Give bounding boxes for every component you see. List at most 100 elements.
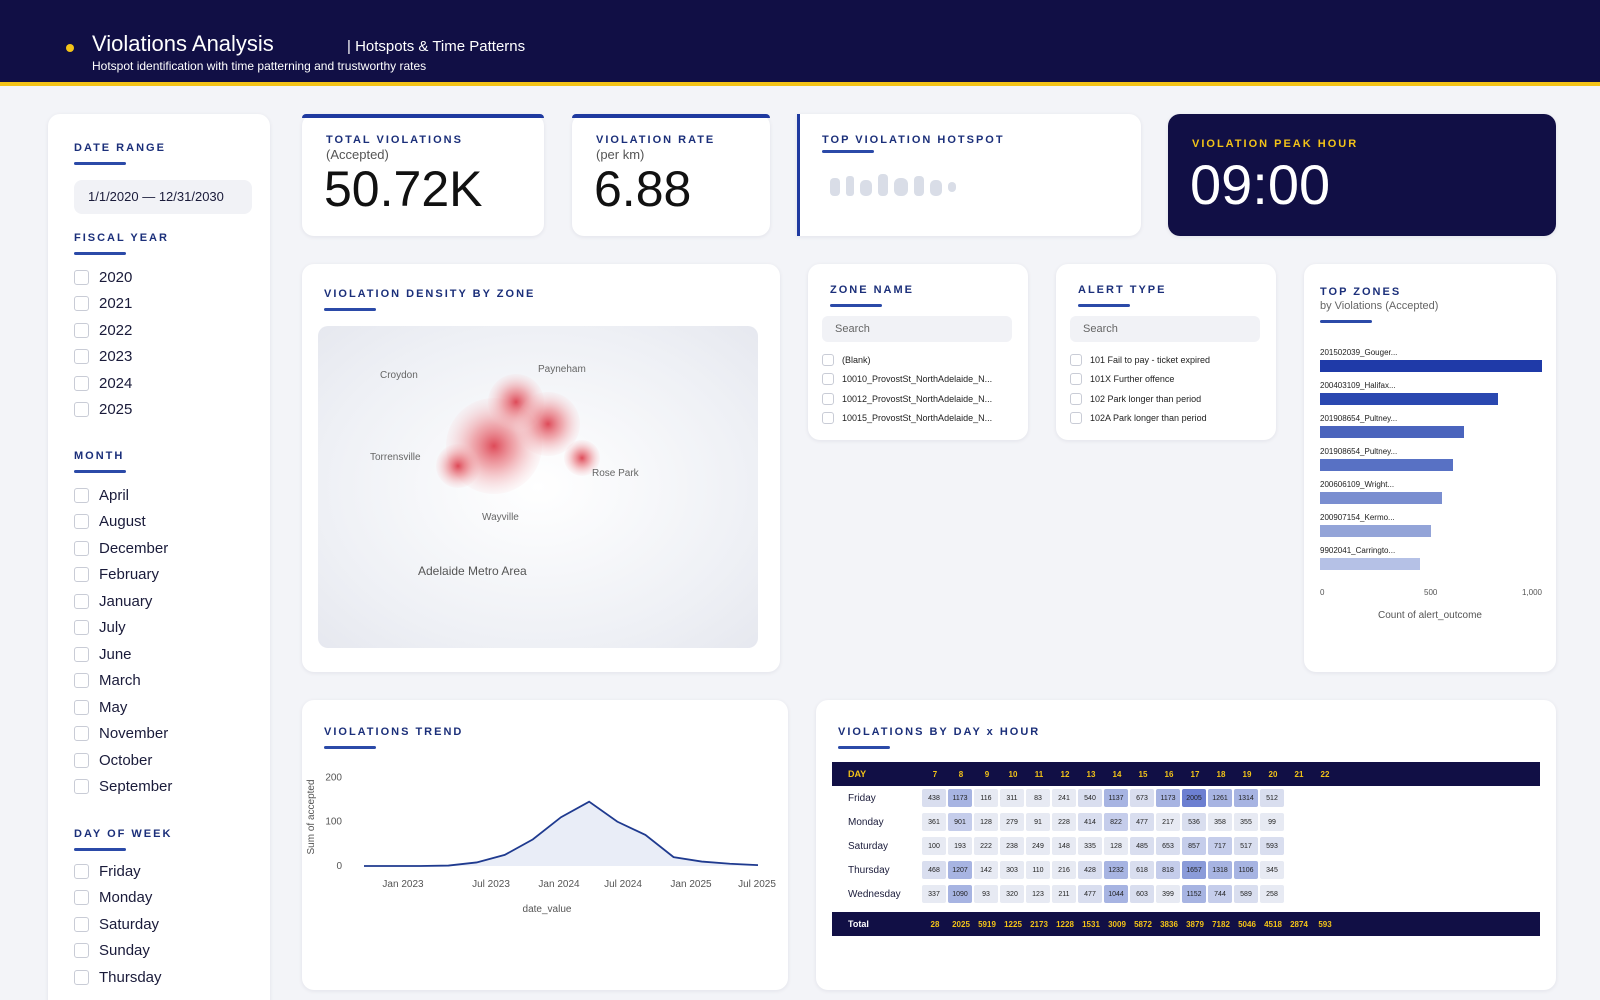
checkbox[interactable] — [74, 699, 89, 715]
month-option[interactable]: December — [74, 535, 172, 562]
heatmap-cell[interactable]: 1314 — [1234, 789, 1258, 807]
heatmap-cell[interactable]: 2005 — [1182, 789, 1206, 807]
heatmap-cell[interactable]: 653 — [1156, 837, 1180, 855]
checkbox[interactable] — [74, 487, 89, 503]
alert-search-input[interactable]: Search — [1070, 316, 1260, 342]
month-option[interactable]: March — [74, 668, 172, 695]
checkbox[interactable] — [822, 412, 834, 425]
heatmap-cell[interactable]: 477 — [1078, 885, 1102, 903]
zone-option[interactable]: (Blank) — [822, 350, 992, 370]
heatmap-cell[interactable]: 589 — [1234, 885, 1258, 903]
fiscal-year-option[interactable]: 2024 — [74, 370, 132, 397]
heatmap-cell[interactable]: 358 — [1208, 813, 1232, 831]
fiscal-year-option[interactable]: 2020 — [74, 264, 132, 291]
month-option[interactable]: January — [74, 588, 172, 615]
zone-option[interactable]: 10010_ProvostSt_NorthAdelaide_N... — [822, 370, 992, 390]
heatmap-cell[interactable]: 249 — [1026, 837, 1050, 855]
heatmap-cell[interactable]: 603 — [1130, 885, 1154, 903]
checkbox[interactable] — [74, 322, 89, 338]
checkbox[interactable] — [74, 890, 89, 906]
heatmap-cell[interactable]: 100 — [922, 837, 946, 855]
heatmap-cell[interactable]: 618 — [1130, 861, 1154, 879]
month-option[interactable]: April — [74, 482, 172, 509]
heatmap-cell[interactable]: 414 — [1078, 813, 1102, 831]
checkbox[interactable] — [74, 726, 89, 742]
heatmap-cell[interactable]: 438 — [922, 789, 946, 807]
heatmap-cell[interactable]: 1318 — [1208, 861, 1232, 879]
zone-bar[interactable] — [1320, 492, 1443, 504]
heatmap-cell[interactable]: 228 — [1052, 813, 1076, 831]
day-option[interactable]: Friday — [74, 858, 162, 885]
checkbox[interactable] — [74, 673, 89, 689]
heatmap-cell[interactable]: 258 — [1260, 885, 1284, 903]
heatmap-cell[interactable]: 123 — [1026, 885, 1050, 903]
heatmap-cell[interactable]: 1044 — [1104, 885, 1128, 903]
heatmap-cell[interactable]: 217 — [1156, 813, 1180, 831]
heatmap-cell[interactable]: 822 — [1104, 813, 1128, 831]
fiscal-year-option[interactable]: 2025 — [74, 397, 132, 424]
heatmap-cell[interactable]: 1261 — [1208, 789, 1232, 807]
zone-search-input[interactable]: Search — [822, 316, 1012, 342]
month-option[interactable]: November — [74, 721, 172, 748]
alert-option[interactable]: 101X Further offence — [1070, 370, 1210, 390]
checkbox[interactable] — [74, 779, 89, 795]
checkbox[interactable] — [822, 392, 834, 405]
heatmap-cell[interactable]: 744 — [1208, 885, 1232, 903]
heatmap-cell[interactable]: 1232 — [1104, 861, 1128, 879]
heatmap-cell[interactable]: 345 — [1260, 861, 1284, 879]
heatmap-cell[interactable]: 193 — [948, 837, 972, 855]
month-option[interactable]: February — [74, 562, 172, 589]
heatmap-cell[interactable]: 116 — [974, 789, 998, 807]
zone-bar[interactable] — [1320, 459, 1454, 471]
zone-bar[interactable] — [1320, 558, 1420, 570]
heatmap-cell[interactable]: 818 — [1156, 861, 1180, 879]
checkbox[interactable] — [74, 567, 89, 583]
checkbox[interactable] — [822, 353, 834, 366]
month-option[interactable]: October — [74, 747, 172, 774]
heatmap-cell[interactable]: 1173 — [1156, 789, 1180, 807]
month-option[interactable]: May — [74, 694, 172, 721]
checkbox[interactable] — [1070, 412, 1082, 425]
zone-bar[interactable] — [1320, 393, 1498, 405]
month-option[interactable]: August — [74, 509, 172, 536]
heatmap-cell[interactable]: 335 — [1078, 837, 1102, 855]
heatmap-cell[interactable]: 477 — [1130, 813, 1154, 831]
heatmap-cell[interactable]: 128 — [1104, 837, 1128, 855]
checkbox[interactable] — [74, 620, 89, 636]
density-map[interactable]: Croydon Payneham Torrensville Rose Park … — [318, 326, 758, 648]
checkbox[interactable] — [74, 752, 89, 768]
checkbox[interactable] — [74, 593, 89, 609]
checkbox[interactable] — [74, 375, 89, 391]
checkbox[interactable] — [74, 349, 89, 365]
heatmap-cell[interactable]: 399 — [1156, 885, 1180, 903]
heatmap-cell[interactable]: 1137 — [1104, 789, 1128, 807]
checkbox[interactable] — [74, 916, 89, 932]
checkbox[interactable] — [74, 296, 89, 312]
heatmap-cell[interactable]: 311 — [1000, 789, 1024, 807]
heatmap-cell[interactable]: 99 — [1260, 813, 1284, 831]
heatmap-cell[interactable]: 1173 — [948, 789, 972, 807]
day-option[interactable]: Saturday — [74, 911, 162, 938]
checkbox[interactable] — [1070, 373, 1082, 386]
checkbox[interactable] — [822, 373, 834, 386]
zone-bar[interactable] — [1320, 360, 1542, 372]
heatmap-cell[interactable]: 91 — [1026, 813, 1050, 831]
heatmap-cell[interactable]: 279 — [1000, 813, 1024, 831]
heatmap-cell[interactable]: 428 — [1078, 861, 1102, 879]
day-option[interactable]: Sunday — [74, 938, 162, 965]
checkbox[interactable] — [1070, 392, 1082, 405]
checkbox[interactable] — [74, 540, 89, 556]
heatmap-cell[interactable]: 468 — [922, 861, 946, 879]
heatmap-cell[interactable]: 1207 — [948, 861, 972, 879]
fiscal-year-option[interactable]: 2022 — [74, 317, 132, 344]
heatmap-cell[interactable]: 216 — [1052, 861, 1076, 879]
heatmap-cell[interactable]: 241 — [1052, 789, 1076, 807]
checkbox[interactable] — [74, 969, 89, 985]
heatmap-cell[interactable]: 303 — [1000, 861, 1024, 879]
heatmap-cell[interactable]: 211 — [1052, 885, 1076, 903]
checkbox[interactable] — [74, 646, 89, 662]
heatmap-cell[interactable]: 142 — [974, 861, 998, 879]
day-option[interactable]: Thursday — [74, 964, 162, 991]
heatmap-cell[interactable]: 540 — [1078, 789, 1102, 807]
zone-option[interactable]: 10012_ProvostSt_NorthAdelaide_N... — [822, 389, 992, 409]
